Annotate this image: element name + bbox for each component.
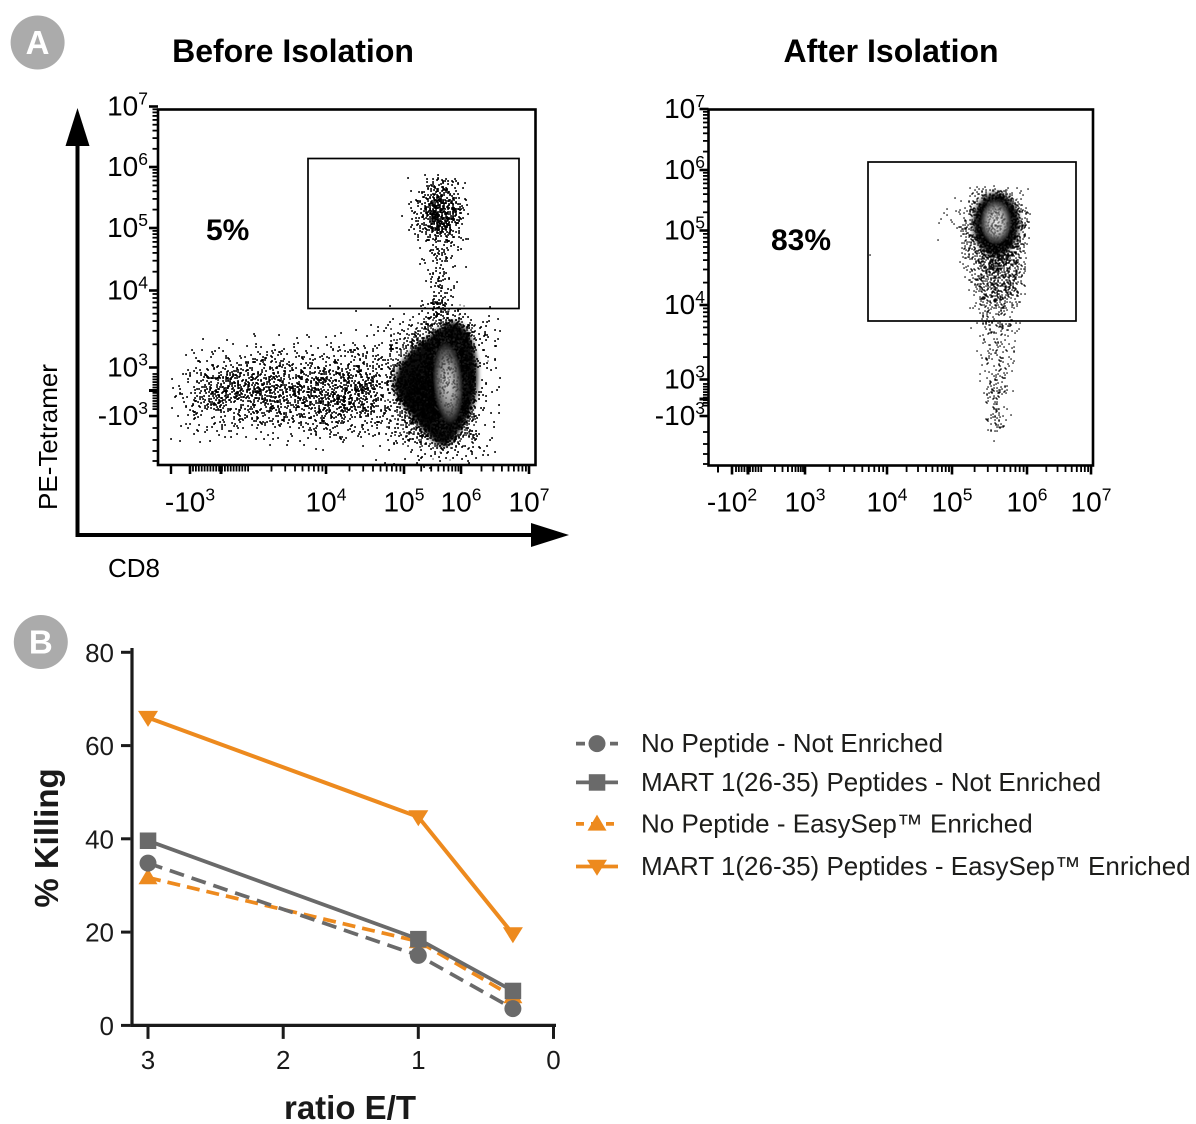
svg-text:Before Isolation: Before Isolation bbox=[172, 33, 414, 69]
svg-text:5%: 5% bbox=[206, 214, 249, 247]
svg-text:0: 0 bbox=[546, 1045, 560, 1075]
svg-text:106: 106 bbox=[664, 152, 705, 185]
svg-text:After Isolation: After Isolation bbox=[783, 33, 998, 69]
svg-text:-103: -103 bbox=[98, 398, 148, 431]
svg-text:MART 1(26-35) Peptides - EasyS: MART 1(26-35) Peptides - EasySep™ Enrich… bbox=[641, 851, 1191, 881]
svg-text:105: 105 bbox=[384, 485, 425, 518]
svg-text:104: 104 bbox=[664, 287, 705, 320]
svg-text:83%: 83% bbox=[771, 224, 831, 257]
svg-text:A: A bbox=[26, 24, 50, 61]
svg-text:105: 105 bbox=[664, 213, 705, 246]
svg-text:80: 80 bbox=[85, 638, 114, 668]
svg-text:PE-Tetramer: PE-Tetramer bbox=[33, 364, 63, 510]
svg-text:3: 3 bbox=[141, 1045, 155, 1075]
svg-text:-103: -103 bbox=[165, 485, 215, 518]
svg-text:105: 105 bbox=[932, 485, 973, 518]
svg-text:% Killing: % Killing bbox=[28, 768, 65, 907]
svg-text:107: 107 bbox=[1071, 485, 1112, 518]
svg-text:106: 106 bbox=[1007, 485, 1048, 518]
svg-text:2: 2 bbox=[276, 1045, 290, 1075]
svg-text:104: 104 bbox=[107, 273, 148, 306]
svg-text:104: 104 bbox=[867, 485, 908, 518]
svg-text:No Peptide - EasySep™ Enriched: No Peptide - EasySep™ Enriched bbox=[641, 808, 1033, 838]
svg-text:103: 103 bbox=[107, 350, 148, 383]
svg-text:106: 106 bbox=[107, 149, 148, 182]
svg-text:105: 105 bbox=[107, 210, 148, 243]
svg-text:20: 20 bbox=[85, 918, 114, 948]
svg-text:No Peptide - Not Enriched: No Peptide - Not Enriched bbox=[641, 728, 943, 758]
svg-text:B: B bbox=[29, 624, 53, 661]
svg-text:103: 103 bbox=[785, 485, 826, 518]
svg-text:107: 107 bbox=[509, 485, 550, 518]
svg-text:0: 0 bbox=[100, 1011, 114, 1041]
svg-text:103: 103 bbox=[664, 362, 705, 395]
svg-text:CD8: CD8 bbox=[108, 553, 160, 583]
svg-text:106: 106 bbox=[441, 485, 482, 518]
svg-text:ratio E/T: ratio E/T bbox=[284, 1089, 416, 1124]
svg-text:40: 40 bbox=[85, 824, 114, 854]
svg-text:107: 107 bbox=[107, 89, 148, 122]
svg-text:107: 107 bbox=[664, 91, 705, 124]
svg-text:60: 60 bbox=[85, 731, 114, 761]
svg-text:104: 104 bbox=[306, 485, 347, 518]
svg-text:-102: -102 bbox=[707, 485, 757, 518]
svg-text:-103: -103 bbox=[655, 398, 705, 431]
svg-text:1: 1 bbox=[411, 1045, 425, 1075]
svg-text:MART 1(26-35) Peptides - Not E: MART 1(26-35) Peptides - Not Enriched bbox=[641, 767, 1101, 797]
